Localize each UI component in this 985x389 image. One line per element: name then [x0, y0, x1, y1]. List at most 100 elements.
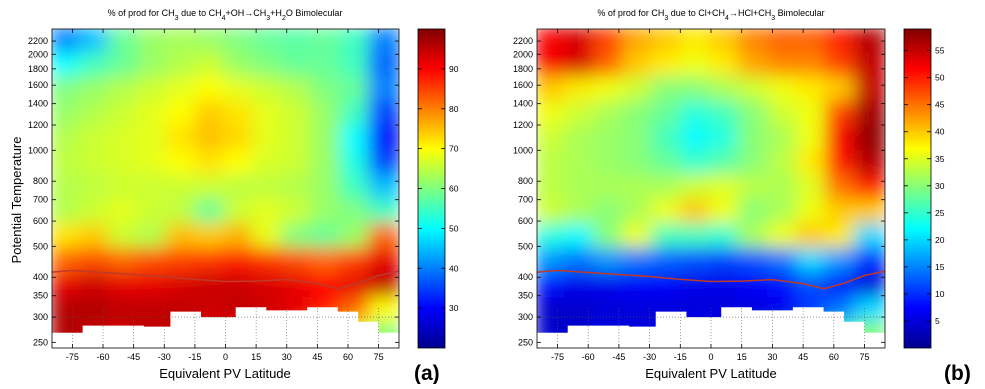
heatmap-cell [709, 100, 742, 130]
heatmap-cell [107, 76, 141, 105]
heatmap-cell [136, 100, 170, 130]
heatmap-cell [136, 125, 170, 154]
heatmap-cell [796, 51, 829, 81]
colorbar-tick-label: 60 [449, 184, 459, 194]
heatmap-cell [281, 223, 315, 252]
y-tick-label: 350 [518, 291, 533, 301]
y-tick-label: 250 [518, 337, 533, 347]
heatmap-cell [651, 29, 684, 56]
heatmap-cell [223, 51, 257, 81]
heatmap-cell [310, 149, 344, 179]
heatmap-cell [368, 296, 399, 326]
heatmap-cell [564, 174, 597, 203]
heatmap-cell [223, 29, 257, 56]
heatmap-cell [368, 29, 399, 56]
x-tick-label: 0 [223, 352, 228, 362]
heatmap-cell [796, 198, 829, 228]
heatmap-cell [194, 100, 228, 130]
heatmap-cell [223, 247, 257, 277]
heatmap-cell [252, 76, 286, 105]
heatmap-cell [738, 198, 771, 228]
heatmap-cell [339, 223, 373, 252]
heatmap-cell [564, 29, 597, 56]
heatmap-cell [78, 125, 112, 154]
heatmap-cell [738, 149, 771, 179]
heatmap-cell [537, 51, 568, 81]
heatmap-cell [165, 76, 199, 105]
heatmap-cell [593, 76, 626, 105]
y-tick-label: 1000 [28, 145, 48, 155]
heatmap-cell [52, 272, 83, 301]
heatmap-cell [854, 125, 885, 154]
heatmap-cell [52, 76, 83, 105]
heatmap-cell [252, 125, 286, 154]
heatmap-cell [78, 174, 112, 203]
colorbar-tick-label: 50 [935, 73, 945, 83]
heatmap-cell [368, 272, 399, 301]
panel-a-colorbar-axis: 30 40 50 60 70 80 90 [418, 64, 459, 313]
heatmap-cell [78, 149, 112, 179]
heatmap-cell [194, 223, 228, 252]
panel-a-xlabel: Equivalent PV Latitude [159, 366, 291, 381]
heatmap-cell [368, 223, 399, 252]
heatmap-cell [651, 247, 684, 277]
heatmap-cell [738, 100, 771, 130]
heatmap-cell [622, 125, 655, 154]
x-tick-label: 0 [708, 352, 713, 362]
heatmap-cell [825, 198, 858, 228]
colorbar-tick-label: 70 [449, 144, 459, 154]
heatmap-cell [368, 198, 399, 228]
heatmap-cell [796, 174, 829, 203]
heatmap-cell [651, 149, 684, 179]
heatmap-cell [52, 29, 83, 56]
heatmap-cell [537, 149, 568, 179]
heatmap-cell [680, 29, 713, 56]
colorbar-tick-label: 30 [935, 181, 945, 191]
y-tick-label: 350 [33, 291, 48, 301]
heatmap-cell [738, 247, 771, 277]
heatmap-cell [564, 223, 597, 252]
heatmap-cell [107, 149, 141, 179]
x-tick-label: 60 [343, 352, 353, 362]
heatmap-cell [825, 29, 858, 56]
heatmap-cell [651, 125, 684, 154]
heatmap-cell [593, 198, 626, 228]
heatmap-cell [680, 76, 713, 105]
heatmap-cell [767, 29, 800, 56]
heatmap-cell [796, 29, 829, 56]
heatmap-cell [537, 272, 568, 301]
heatmap-cell [564, 198, 597, 228]
y-tick-label: 1000 [513, 145, 533, 155]
colorbar-tick-label: 15 [935, 262, 945, 272]
heatmap-cell [593, 29, 626, 56]
heatmap-cell [107, 223, 141, 252]
panel-b-colorbar [903, 28, 932, 349]
heatmap-cell [252, 223, 286, 252]
heatmap-cell [223, 174, 257, 203]
y-tick-label: 300 [33, 312, 48, 322]
x-tick-label: -45 [127, 352, 140, 362]
heatmap-cell [738, 29, 771, 56]
heatmap-cell [854, 51, 885, 81]
colorbar-tick-label: 50 [449, 223, 459, 233]
heatmap-cell [310, 76, 344, 105]
y-tick-label: 800 [518, 176, 533, 186]
heatmap-cell [78, 76, 112, 105]
heatmap-cell [651, 174, 684, 203]
panel-b-xlabel: Equivalent PV Latitude [645, 366, 777, 381]
panel-b-x-axis: -75 -60 -45 -30 -15 0 15 30 45 60 75 [551, 29, 870, 362]
heatmap-cell [107, 272, 141, 301]
heatmap-cell [680, 51, 713, 81]
heatmap-cell [854, 29, 885, 56]
x-tick-label: 75 [374, 352, 384, 362]
x-tick-label: 45 [798, 352, 808, 362]
y-tick-label: 1400 [28, 99, 48, 109]
heatmap-cell [825, 76, 858, 105]
heatmap-cell [622, 76, 655, 105]
heatmap-cell [537, 296, 568, 326]
y-tick-label: 400 [518, 272, 533, 282]
heatmap-cell [339, 149, 373, 179]
heatmap-cell [339, 247, 373, 277]
heatmap-cell [680, 174, 713, 203]
heatmap-cell [136, 149, 170, 179]
